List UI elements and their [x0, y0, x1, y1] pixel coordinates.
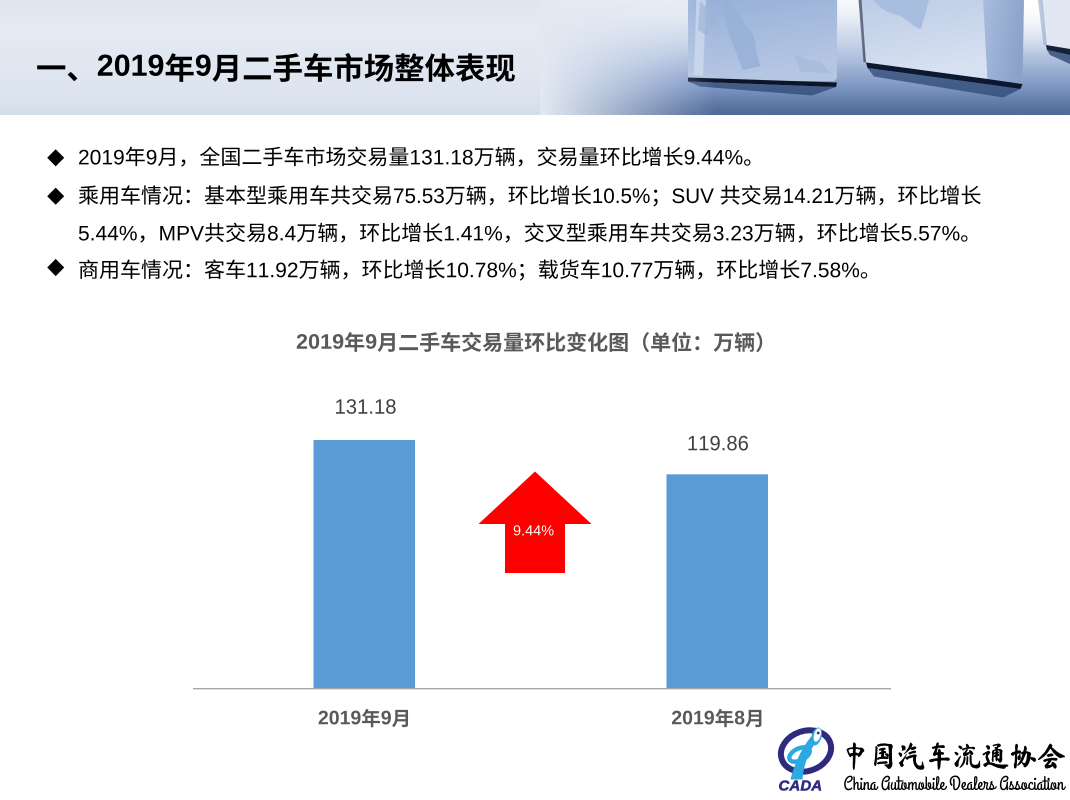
svg-text:CADA: CADA — [779, 778, 823, 795]
